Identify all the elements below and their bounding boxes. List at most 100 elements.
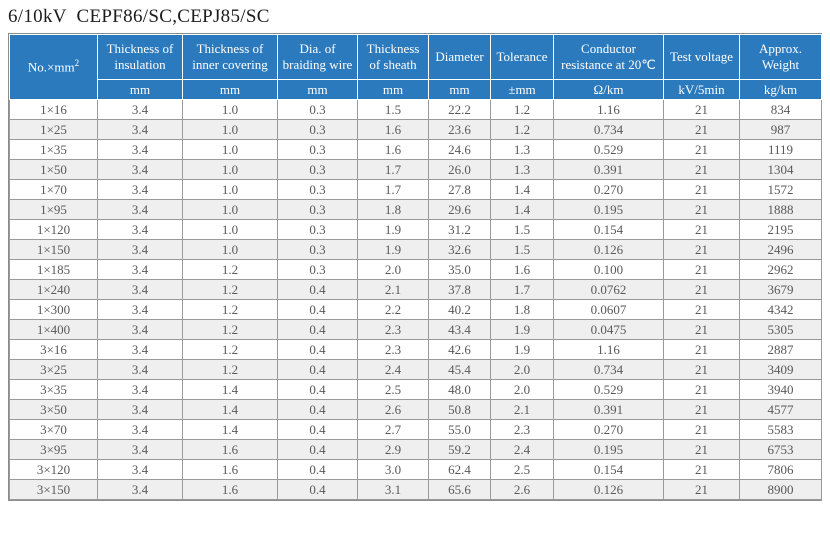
- value-cell: 2.3: [490, 419, 554, 440]
- table-row: 1×95 3.4 1.0 0.3 1.8 29.6 1.4 0.195 21 1888: [9, 199, 822, 220]
- value-cell: 50.8: [428, 399, 491, 420]
- value-cell: 2.0: [490, 359, 554, 380]
- header-spec-column: No.×mm2: [9, 34, 98, 100]
- value-cell: 26.0: [428, 159, 491, 180]
- value-cell: 1.5: [490, 239, 554, 260]
- value-cell: 21: [663, 419, 740, 440]
- spec-cell: 1×35: [9, 139, 98, 160]
- value-cell: 0.3: [277, 239, 358, 260]
- value-cell: 1.9: [490, 339, 554, 360]
- value-cell: 21: [663, 339, 740, 360]
- value-cell: 3.4: [97, 179, 183, 200]
- table-row: 3×95 3.4 1.6 0.4 2.9 59.2 2.4 0.195 21 6753: [9, 439, 822, 460]
- value-cell: 3.4: [97, 159, 183, 180]
- value-cell: 2.5: [490, 459, 554, 480]
- value-cell: 5583: [739, 419, 822, 440]
- value-cell: 21: [663, 399, 740, 420]
- value-cell: 21: [663, 239, 740, 260]
- spec-cell: 3×16: [9, 339, 98, 360]
- value-cell: 3.4: [97, 479, 183, 500]
- value-cell: 2.3: [357, 319, 429, 340]
- value-cell: 1.6: [357, 119, 429, 140]
- value-cell: 1.6: [182, 439, 278, 460]
- value-cell: 0.0475: [553, 319, 664, 340]
- value-cell: 21: [663, 299, 740, 320]
- table-row: 3×35 3.4 1.4 0.4 2.5 48.0 2.0 0.529 21 3940: [9, 379, 822, 400]
- value-cell: 0.391: [553, 399, 664, 420]
- value-cell: 2.0: [357, 259, 429, 280]
- value-cell: 2.9: [357, 439, 429, 460]
- value-cell: 1.0: [182, 219, 278, 240]
- value-cell: 3.4: [97, 219, 183, 240]
- value-cell: 987: [739, 119, 822, 140]
- spec-cell: 1×25: [9, 119, 98, 140]
- table-body: 1×16 3.4 1.0 0.3 1.5 22.2 1.2 1.16 21 834 1×25 3.4 1…: [9, 99, 822, 500]
- spec-cell: 3×25: [9, 359, 98, 380]
- unit-test-voltage: kV/5min: [663, 79, 740, 100]
- value-cell: 2.0: [490, 379, 554, 400]
- value-cell: 1.2: [490, 119, 554, 140]
- value-cell: 3.4: [97, 119, 183, 140]
- value-cell: 3.4: [97, 199, 183, 220]
- value-cell: 1.2: [182, 319, 278, 340]
- spec-cell: 3×35: [9, 379, 98, 400]
- value-cell: 3.4: [97, 439, 183, 460]
- value-cell: 1.3: [490, 139, 554, 160]
- spec-cell: 1×240: [9, 279, 98, 300]
- value-cell: 2195: [739, 219, 822, 240]
- header-conductor-resistance: Conductor resistance at 20℃: [553, 34, 664, 80]
- value-cell: 1304: [739, 159, 822, 180]
- value-cell: 3940: [739, 379, 822, 400]
- table-row: 1×50 3.4 1.0 0.3 1.7 26.0 1.3 0.391 21 1304: [9, 159, 822, 180]
- value-cell: 3.4: [97, 319, 183, 340]
- value-cell: 1.16: [553, 339, 664, 360]
- value-cell: 4577: [739, 399, 822, 420]
- value-cell: 1888: [739, 199, 822, 220]
- value-cell: 0.4: [277, 359, 358, 380]
- value-cell: 0.126: [553, 239, 664, 260]
- value-cell: 3.1: [357, 479, 429, 500]
- table-row: 3×120 3.4 1.6 0.4 3.0 62.4 2.5 0.154 21 7806: [9, 459, 822, 480]
- spec-superscript: 2: [74, 58, 80, 69]
- value-cell: 2.3: [357, 339, 429, 360]
- value-cell: 3.4: [97, 339, 183, 360]
- value-cell: 21: [663, 199, 740, 220]
- table-row: 3×70 3.4 1.4 0.4 2.7 55.0 2.3 0.270 21 5583: [9, 419, 822, 440]
- value-cell: 0.4: [277, 439, 358, 460]
- value-cell: 0.195: [553, 439, 664, 460]
- value-cell: 1.6: [357, 139, 429, 160]
- table-header: No.×mm2 Thickness of insulation Thicknes…: [9, 34, 822, 100]
- value-cell: 2.7: [357, 419, 429, 440]
- spec-table-container: No.×mm2 Thickness of insulation Thicknes…: [8, 33, 822, 501]
- spec-cell: 1×16: [9, 99, 98, 120]
- value-cell: 21: [663, 219, 740, 240]
- value-cell: 3.4: [97, 99, 183, 120]
- value-cell: 0.3: [277, 259, 358, 280]
- value-cell: 65.6: [428, 479, 491, 500]
- value-cell: 2.1: [357, 279, 429, 300]
- value-cell: 3.4: [97, 279, 183, 300]
- value-cell: 0.4: [277, 279, 358, 300]
- value-cell: 21: [663, 439, 740, 460]
- header-test-voltage: Test voltage: [663, 34, 740, 80]
- value-cell: 1.4: [182, 379, 278, 400]
- value-cell: 0.391: [553, 159, 664, 180]
- header-diameter: Diameter: [428, 34, 491, 80]
- value-cell: 0.100: [553, 259, 664, 280]
- value-cell: 1.9: [357, 239, 429, 260]
- unit-insulation: mm: [97, 79, 183, 100]
- value-cell: 0.270: [553, 419, 664, 440]
- value-cell: 1.0: [182, 139, 278, 160]
- value-cell: 3.4: [97, 239, 183, 260]
- table-row: 1×185 3.4 1.2 0.3 2.0 35.0 1.6 0.100 21 2962: [9, 259, 822, 280]
- value-cell: 3.0: [357, 459, 429, 480]
- table-row: 1×35 3.4 1.0 0.3 1.6 24.6 1.3 0.529 21 1119: [9, 139, 822, 160]
- value-cell: 0.195: [553, 199, 664, 220]
- table-row: 3×50 3.4 1.4 0.4 2.6 50.8 2.1 0.391 21 4577: [9, 399, 822, 420]
- value-cell: 1.5: [490, 219, 554, 240]
- value-cell: 0.4: [277, 339, 358, 360]
- value-cell: 1.5: [357, 99, 429, 120]
- spec-cell: 3×95: [9, 439, 98, 460]
- value-cell: 0.4: [277, 399, 358, 420]
- value-cell: 0.734: [553, 119, 664, 140]
